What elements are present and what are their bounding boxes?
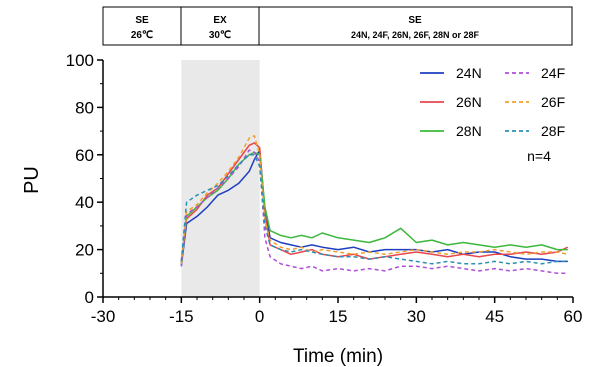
x-tick-label-60: 60 [564,307,583,326]
phase-1-name: SE [135,15,149,26]
exercise-shaded-region-layer [181,60,260,297]
phase-1-temperature: 26℃ [131,30,153,41]
y-tick-label-80: 80 [75,98,94,117]
x-tick-label-15: 15 [329,307,348,326]
series-layer [180,135,569,275]
exercise-shaded-region [181,60,260,297]
x-tick-label-0: 0 [255,307,264,326]
x-axis-label: Time (min) [293,346,383,367]
sample-size-annotation: n=4 [527,148,551,164]
legend-label-24f: 24F [541,65,565,81]
legend-label-26n: 26N [456,94,482,110]
x-tick-label--15: -15 [169,307,194,326]
y-tick-label-60: 60 [75,146,94,165]
y-tick-label-100: 100 [66,51,94,70]
phase-2-temperature: 30℃ [209,30,231,41]
phase-3-name: SE [408,15,422,26]
series-line-24f [180,149,568,275]
phase-header: SE 26℃ EX 30℃ SE 24N, 24F, 26N, 26F, 28N… [102,6,573,46]
legend: 24N 26N 28N 24F 26F 28F [420,65,565,139]
series-line-28f [180,154,568,265]
phase-header-frame [102,6,573,46]
axis-layer: 0 20 40 60 80 100 -30 -15 0 15 30 45 60 [66,51,583,326]
y-axis-label: PU [21,166,43,194]
legend-label-28n: 28N [456,123,482,139]
legend-label-28f: 28F [541,123,565,139]
phase-2-name: EX [213,15,227,26]
series-line-26f [180,135,568,264]
phase-3-conditions: 24N, 24F, 26N, 26F, 28N or 28F [351,30,480,40]
y-tick-label-20: 20 [75,241,94,260]
y-tick-label-0: 0 [85,288,94,307]
x-tick-label--30: -30 [91,307,116,326]
y-tick-label-40: 40 [75,193,94,212]
legend-label-24n: 24N [456,65,482,81]
legend-label-26f: 26F [541,94,565,110]
x-tick-label-45: 45 [485,307,504,326]
x-tick-label-30: 30 [407,307,426,326]
series-line-24n [180,149,568,267]
